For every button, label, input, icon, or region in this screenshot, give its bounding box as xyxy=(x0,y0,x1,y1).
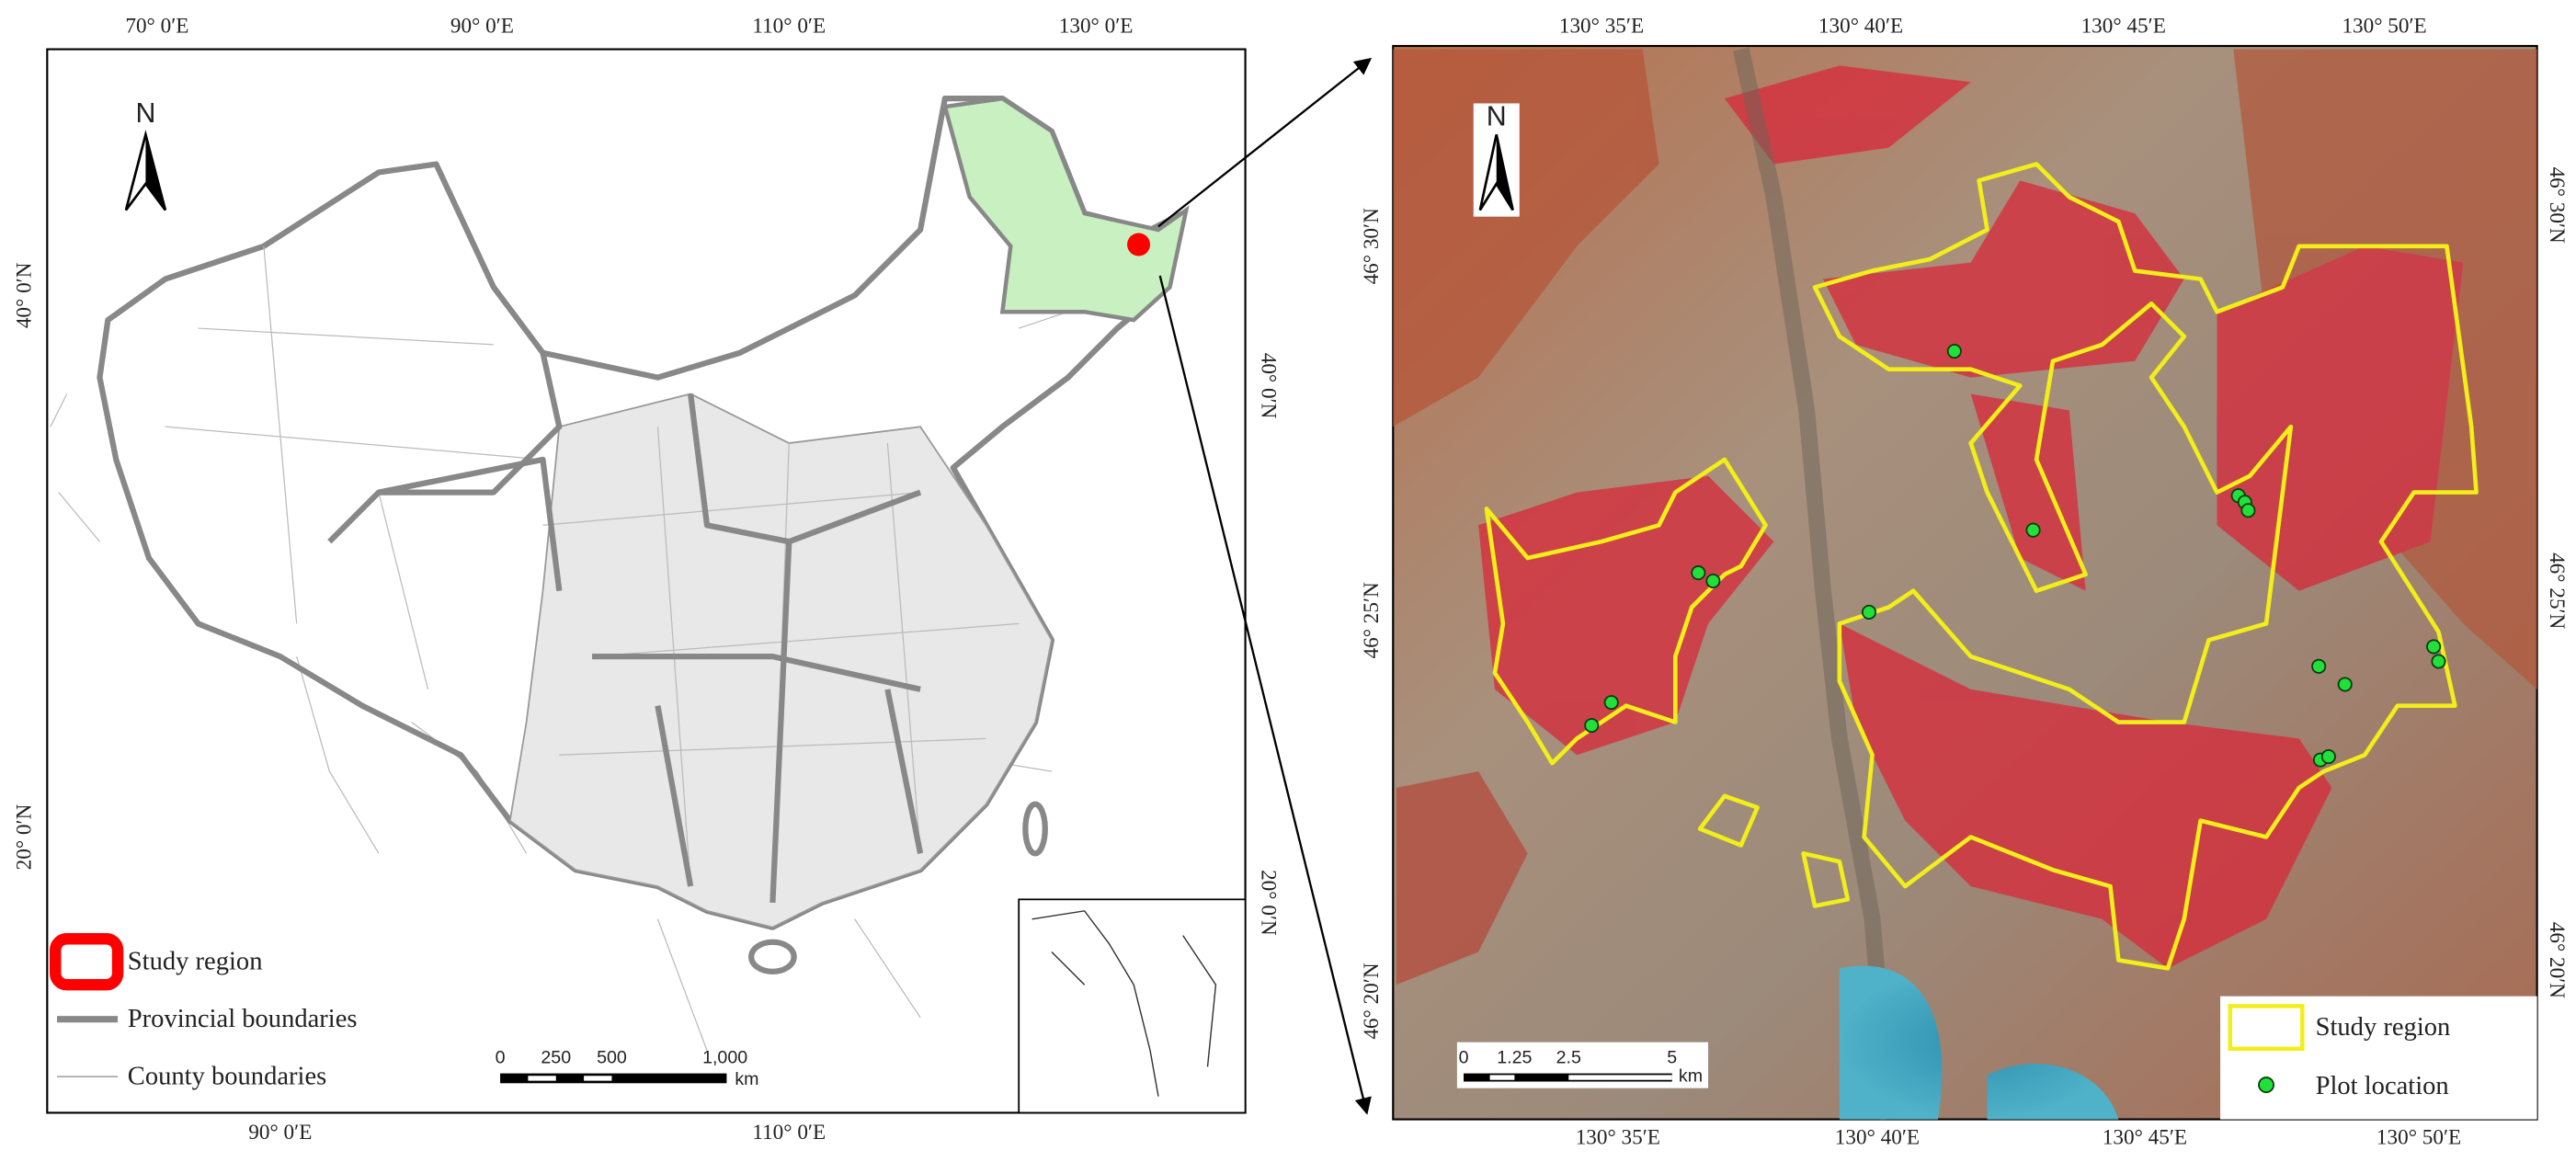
bottom-label: 130° 40′E xyxy=(1835,1125,1920,1149)
inset-coast xyxy=(1032,910,1217,1097)
top-label: 130° 45′E xyxy=(2081,15,2166,39)
plot-points xyxy=(1861,604,1877,620)
scale-label: 1,000 xyxy=(702,1048,747,1068)
reservoir xyxy=(1839,965,2119,1120)
plot-points xyxy=(2431,654,2446,669)
scale-bar xyxy=(528,1076,556,1081)
province-lines xyxy=(327,352,924,904)
vegetation-patches xyxy=(1823,180,2184,378)
right-label: 46° 25′N xyxy=(2545,553,2569,630)
right-label: 40° 0′N xyxy=(1256,353,1280,419)
legend-label: Study region xyxy=(128,948,263,976)
scale-label: 500 xyxy=(597,1048,627,1068)
left-label: 46° 25′N xyxy=(1360,582,1384,659)
scale-bar xyxy=(500,1073,727,1084)
plot-points xyxy=(1691,565,1706,581)
top-label: 90° 0′E xyxy=(450,15,514,39)
zoom-arrow xyxy=(1158,275,1372,1115)
scale-bar xyxy=(1464,1073,1672,1082)
left-label: 20° 0′N xyxy=(12,803,36,870)
plot-points xyxy=(2025,522,2041,538)
legend-label: Provincial boundaries xyxy=(128,1005,358,1033)
right-map: N 0 1.25 2.5 5 km Study region Plot loca… xyxy=(1360,15,2569,1150)
bottom-label: 130° 45′E xyxy=(2103,1125,2187,1149)
bottom-label: 90° 0′E xyxy=(248,1121,312,1145)
scale-bar xyxy=(1489,1075,1515,1080)
vegetation-patches xyxy=(1724,65,1971,165)
plot-points xyxy=(1584,344,2446,768)
left-map: N 70° 0′E 90° 0′E 110° 0′E 130° 0′E 90° … xyxy=(12,15,1280,1145)
scale-bar xyxy=(584,1076,612,1081)
legend-swatch xyxy=(2228,1004,2305,1052)
plot-points xyxy=(2337,677,2353,692)
legend-swatch xyxy=(2258,1077,2274,1094)
vegetation-patches xyxy=(1839,623,2332,969)
bottom-label: 130° 50′E xyxy=(2377,1125,2461,1149)
legend-box xyxy=(2220,996,2537,1120)
scale-bar xyxy=(500,1073,727,1084)
plot-points xyxy=(1705,573,1721,589)
scale-bar xyxy=(1464,1073,1672,1082)
study-boundary xyxy=(1484,457,1768,766)
legend-label: Study region xyxy=(2316,1013,2451,1042)
left-label: 40° 0′N xyxy=(12,262,36,328)
scale-bar xyxy=(1568,1075,1672,1080)
scale-unit: km xyxy=(1679,1065,1703,1086)
north-label: N xyxy=(1487,102,1507,132)
left-label: 46° 20′N xyxy=(1360,963,1384,1040)
scale-label: 250 xyxy=(541,1048,571,1068)
plot-points xyxy=(1946,344,1962,359)
north-label: N xyxy=(135,98,155,129)
left-label: 46° 30′N xyxy=(1360,208,1384,285)
vegetation-patches xyxy=(1393,49,1659,427)
right-label: 46° 20′N xyxy=(2545,922,2569,999)
right-label: 20° 0′N xyxy=(1256,870,1280,936)
scale-label: 0 xyxy=(496,1048,506,1068)
vegetation-patches xyxy=(1478,475,1774,756)
top-label: 70° 0′E xyxy=(125,15,188,39)
top-label: 130° 0′E xyxy=(1059,15,1134,39)
right-label: 46° 30′N xyxy=(2545,167,2569,245)
china-outline xyxy=(97,95,1186,930)
zoom-arrow xyxy=(1157,57,1373,228)
plot-points xyxy=(2320,748,2336,765)
scale-label: 2.5 xyxy=(1556,1048,1581,1068)
scale-label: 0 xyxy=(1459,1048,1469,1068)
legend-label: Plot location xyxy=(2316,1072,2449,1100)
rivers xyxy=(50,393,1053,1051)
top-label: 130° 40′E xyxy=(1818,15,1903,39)
plot-points xyxy=(1584,718,1600,734)
top-label: 130° 50′E xyxy=(2342,15,2426,39)
study-region-marker xyxy=(1127,233,1151,256)
bottom-label: 110° 0′E xyxy=(752,1121,826,1145)
scale-unit: km xyxy=(735,1069,758,1089)
vegetation-patches xyxy=(1393,49,2537,985)
plot-points xyxy=(2426,639,2442,655)
plot-points xyxy=(2240,503,2256,518)
plot-points xyxy=(1603,695,1619,711)
heilongjiang xyxy=(942,96,1190,323)
vegetation-patches xyxy=(1396,771,1528,985)
legend-label: County boundaries xyxy=(128,1062,326,1090)
vegetation-patches xyxy=(1970,393,2086,591)
inset-frame xyxy=(1018,898,1247,1114)
vegetation-patches xyxy=(2217,245,2464,591)
study-boundary xyxy=(1697,793,1851,908)
legend-swatch xyxy=(49,932,124,991)
study-boundary xyxy=(1812,162,2479,971)
scale-label: 5 xyxy=(1667,1048,1677,1068)
valley xyxy=(1733,47,1898,1121)
taiwan xyxy=(1022,801,1048,857)
top-label: 130° 35′E xyxy=(1559,15,1644,39)
bottom-label: 130° 35′E xyxy=(1576,1125,1660,1149)
plot-points xyxy=(2311,658,2327,674)
scale-label: 1.25 xyxy=(1497,1048,1532,1068)
top-label: 110° 0′E xyxy=(752,15,826,39)
hainan xyxy=(748,939,797,975)
